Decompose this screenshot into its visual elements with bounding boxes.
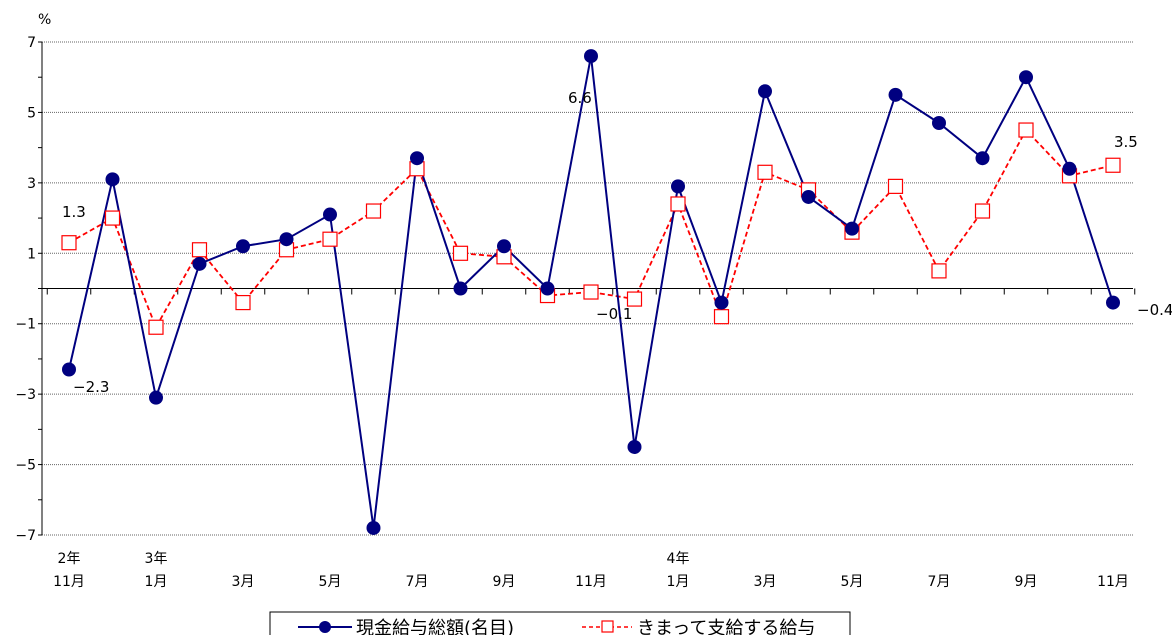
genkin-point <box>1106 295 1120 310</box>
y-axis-unit: % <box>38 12 51 28</box>
kimatte-point <box>61 235 77 251</box>
data-label: 6.6 <box>568 89 592 107</box>
kimatte-point <box>670 196 686 212</box>
genkin-point <box>279 232 294 247</box>
y-tick-label: −5 <box>15 458 36 474</box>
kimatte-point <box>931 263 947 279</box>
data-label: 3.5 <box>1114 133 1138 151</box>
legend-label-kimatte: きまって支給する給与 <box>637 618 815 635</box>
data-label: 1.3 <box>62 203 86 221</box>
x-month-label: 1月 <box>667 574 690 590</box>
x-month-label: 7月 <box>928 574 951 590</box>
legend-marker-kimatte <box>601 620 614 633</box>
kimatte-point <box>452 245 469 261</box>
y-tick-label: 1 <box>27 246 36 262</box>
x-year-label: 4年 <box>667 551 690 567</box>
genkin-point <box>453 281 468 296</box>
genkin-point <box>236 239 250 254</box>
kimatte-point <box>974 203 991 219</box>
genkin-point <box>192 256 207 271</box>
kimatte-point <box>322 231 338 247</box>
genkin-point <box>714 295 729 310</box>
genkin-point <box>323 207 337 222</box>
genkin-point <box>149 390 163 405</box>
x-year-label: 3年 <box>145 551 168 567</box>
x-year-label: 2年 <box>58 551 81 567</box>
genkin-point <box>932 115 946 130</box>
x-month-label: 11月 <box>575 574 607 590</box>
x-month-label: 9月 <box>493 574 516 590</box>
genkin-point <box>801 189 816 204</box>
x-month-label: 5月 <box>319 574 342 590</box>
y-tick-label: −7 <box>15 528 36 544</box>
x-month-label: 7月 <box>406 574 429 590</box>
x-month-label: 11月 <box>1097 574 1129 590</box>
genkin-point <box>845 221 859 236</box>
x-month-label: 3月 <box>754 574 777 590</box>
data-label: −0.4 <box>1137 301 1172 319</box>
genkin-point <box>540 281 555 296</box>
legend-box <box>269 611 851 635</box>
y-tick-label: −1 <box>15 317 36 333</box>
x-month-label: 9月 <box>1015 574 1038 590</box>
genkin-point <box>584 49 598 64</box>
kimatte-point <box>235 294 251 311</box>
genkin-point <box>62 362 76 377</box>
genkin-point <box>888 87 903 102</box>
genkin-point <box>671 179 685 194</box>
y-tick-label: 7 <box>27 35 36 51</box>
kimatte-point <box>713 309 730 325</box>
y-tick-label: −3 <box>15 387 36 403</box>
kimatte-point <box>365 203 382 219</box>
x-month-label: 1月 <box>145 574 168 590</box>
kimatte-point <box>104 210 121 226</box>
legend-label-genkin: 現金給与総額(名目) <box>356 618 514 635</box>
kimatte-point <box>1105 157 1121 173</box>
x-month-label: 5月 <box>841 574 864 590</box>
genkin-point <box>627 439 642 454</box>
kimatte-point <box>887 178 904 194</box>
y-tick-label: 3 <box>27 176 36 192</box>
kimatte-point <box>757 164 773 180</box>
genkin-point <box>497 239 511 254</box>
genkin-point <box>975 151 990 166</box>
kimatte-point <box>626 291 643 307</box>
legend-marker-genkin <box>319 621 331 633</box>
kimatte-point <box>583 284 599 300</box>
data-label: −0.1 <box>596 305 632 323</box>
kimatte-point <box>1018 122 1034 138</box>
genkin-point <box>1019 70 1033 85</box>
genkin-point <box>410 151 424 166</box>
genkin-point <box>366 520 381 535</box>
data-label: −2.3 <box>73 378 109 396</box>
genkin-point <box>105 172 120 187</box>
kimatte-point <box>191 242 208 258</box>
x-month-label: 11月 <box>53 574 85 590</box>
y-tick-label: 5 <box>27 105 36 121</box>
genkin-point <box>1062 161 1077 176</box>
x-month-label: 3月 <box>232 574 255 590</box>
kimatte-point <box>148 319 164 335</box>
genkin-point <box>758 84 772 99</box>
